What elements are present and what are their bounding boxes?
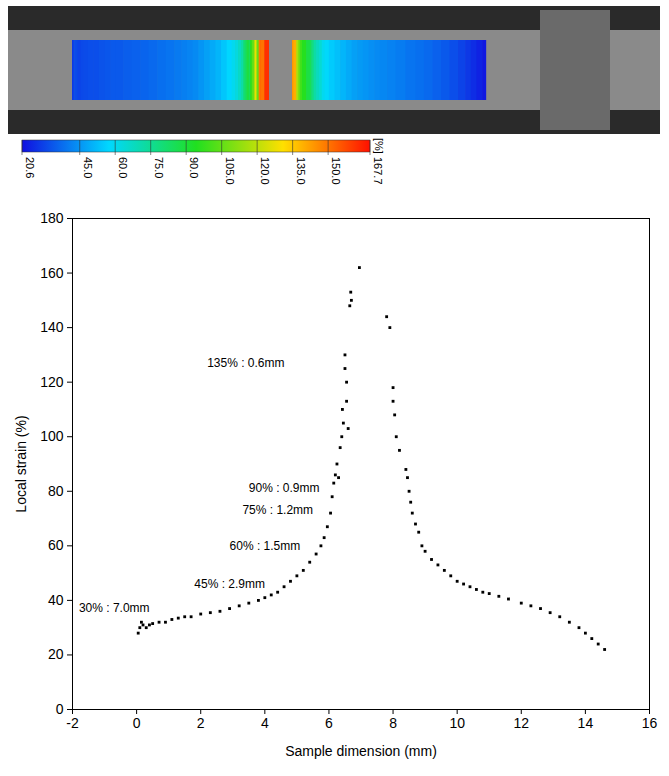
svg-text:120: 120	[40, 374, 64, 390]
svg-text:2: 2	[197, 715, 205, 731]
svg-text:45.0: 45.0	[82, 157, 94, 178]
svg-text:160: 160	[40, 265, 64, 281]
svg-text:180: 180	[40, 210, 64, 226]
svg-text:60.0: 60.0	[117, 157, 129, 178]
svg-text:4: 4	[261, 715, 269, 731]
svg-text:45% : 2.9mm: 45% : 2.9mm	[194, 577, 265, 591]
svg-text:16: 16	[642, 715, 658, 731]
svg-text:[%]: [%]	[373, 138, 385, 154]
svg-text:0: 0	[133, 715, 141, 731]
svg-text:20: 20	[48, 646, 64, 662]
svg-text:-2: -2	[66, 715, 79, 731]
svg-text:20.6: 20.6	[24, 157, 36, 178]
svg-text:140: 140	[40, 319, 64, 335]
svg-text:14: 14	[578, 715, 594, 731]
svg-text:100: 100	[40, 428, 64, 444]
svg-text:120.0: 120.0	[259, 157, 271, 185]
svg-text:Local strain (%): Local strain (%)	[13, 415, 29, 512]
svg-text:105.0: 105.0	[224, 157, 236, 185]
svg-text:90% : 0.9mm: 90% : 0.9mm	[249, 481, 320, 495]
svg-text:Sample dimension (mm): Sample dimension (mm)	[285, 743, 437, 759]
svg-text:10: 10	[449, 715, 465, 731]
svg-text:8: 8	[389, 715, 397, 731]
svg-text:75.0: 75.0	[153, 157, 165, 178]
svg-text:150.0: 150.0	[330, 157, 342, 185]
svg-text:135% : 0.6mm: 135% : 0.6mm	[207, 356, 284, 370]
svg-text:30% : 7.0mm: 30% : 7.0mm	[79, 601, 150, 615]
svg-text:60% : 1.5mm: 60% : 1.5mm	[230, 539, 301, 553]
svg-text:40: 40	[48, 592, 64, 608]
svg-text:135.0: 135.0	[295, 157, 307, 185]
svg-text:90.0: 90.0	[188, 157, 200, 178]
svg-text:80: 80	[48, 483, 64, 499]
svg-text:60: 60	[48, 537, 64, 553]
svg-text:6: 6	[325, 715, 333, 731]
svg-text:0: 0	[56, 701, 64, 717]
svg-text:75% : 1.2mm: 75% : 1.2mm	[242, 503, 313, 517]
svg-text:12: 12	[513, 715, 529, 731]
svg-text:167.7: 167.7	[372, 157, 384, 185]
